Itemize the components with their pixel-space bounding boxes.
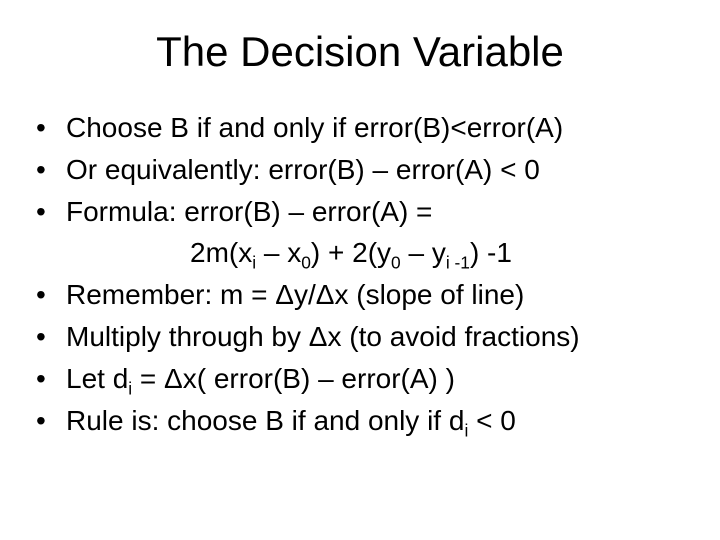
slide-title: The Decision Variable [30,28,690,76]
bullet-item: Multiply through by Δx (to avoid fractio… [30,319,690,355]
subscript: 0 [391,253,401,273]
subscript: 0 [301,253,311,273]
bullet-text: Rule is: choose B if and only if d [66,405,464,436]
bullet-list: Remember: m = Δy/Δx (slope of line) Mult… [30,277,690,438]
formula-line: 2m(xi – x0) + 2(y0 – yi -1) -1 [30,235,690,271]
bullet-item: Rule is: choose B if and only if di < 0 [30,403,690,439]
bullet-text: = Δx( error(B) – error(A) ) [132,363,455,394]
subscript: i -1 [446,253,470,273]
bullet-item: Choose B if and only if error(B)<error(A… [30,110,690,146]
bullet-item: Or equivalently: error(B) – error(A) < 0 [30,152,690,188]
formula-text: ) + 2(y [311,237,391,268]
bullet-text: < 0 [468,405,515,436]
bullet-item: Remember: m = Δy/Δx (slope of line) [30,277,690,313]
formula-text: – y [401,237,446,268]
bullet-list: Choose B if and only if error(B)<error(A… [30,110,690,229]
bullet-item: Let di = Δx( error(B) – error(A) ) [30,361,690,397]
slide: The Decision Variable Choose B if and on… [0,0,720,540]
bullet-text: Let d [66,363,128,394]
bullet-item: Formula: error(B) – error(A) = [30,194,690,230]
formula-text: ) -1 [470,237,512,268]
formula-text: 2m(x [190,237,252,268]
formula-text: – x [256,237,301,268]
